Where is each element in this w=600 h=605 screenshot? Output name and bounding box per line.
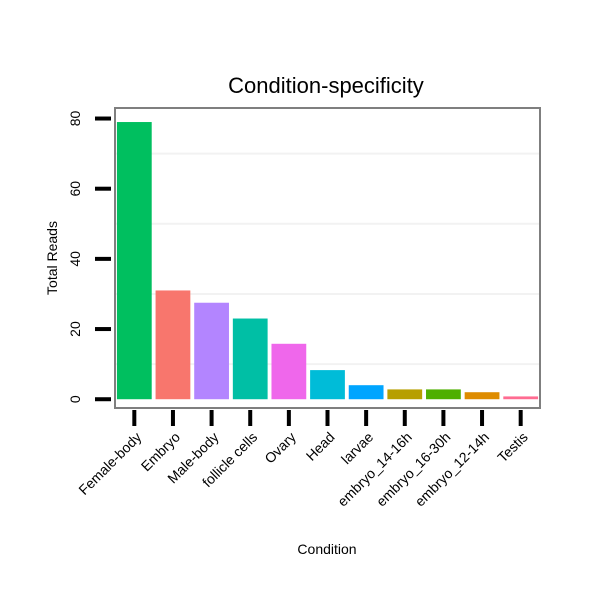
bar xyxy=(348,385,384,400)
x-tick-label: Testis xyxy=(494,429,531,466)
bar xyxy=(271,343,307,400)
bar xyxy=(155,290,191,400)
bar xyxy=(194,302,229,400)
y-tick-label: 0 xyxy=(67,395,83,403)
bar xyxy=(232,318,268,400)
y-tick-label: 60 xyxy=(67,181,83,197)
y-tick-label: 40 xyxy=(67,251,83,267)
y-tick-label: 80 xyxy=(67,111,83,127)
y-axis: 0 20 40 60 80 xyxy=(67,111,111,403)
x-tick-label: Ovary xyxy=(261,429,299,467)
bar xyxy=(387,389,423,400)
bar xyxy=(503,396,539,400)
bar xyxy=(426,389,461,400)
x-tick-label: Head xyxy=(303,429,338,464)
chart-title: Condition-specificity xyxy=(228,73,424,98)
x-axis-label: Condition xyxy=(297,541,356,557)
x-tick-label: Female-body xyxy=(75,429,144,498)
plot-frame xyxy=(114,107,541,409)
y-tick-label: 20 xyxy=(67,321,83,337)
bars-layer xyxy=(116,122,539,400)
y-axis-label: Total Reads xyxy=(44,221,60,295)
bar xyxy=(464,392,500,400)
bar xyxy=(116,122,152,400)
bar xyxy=(310,370,345,400)
